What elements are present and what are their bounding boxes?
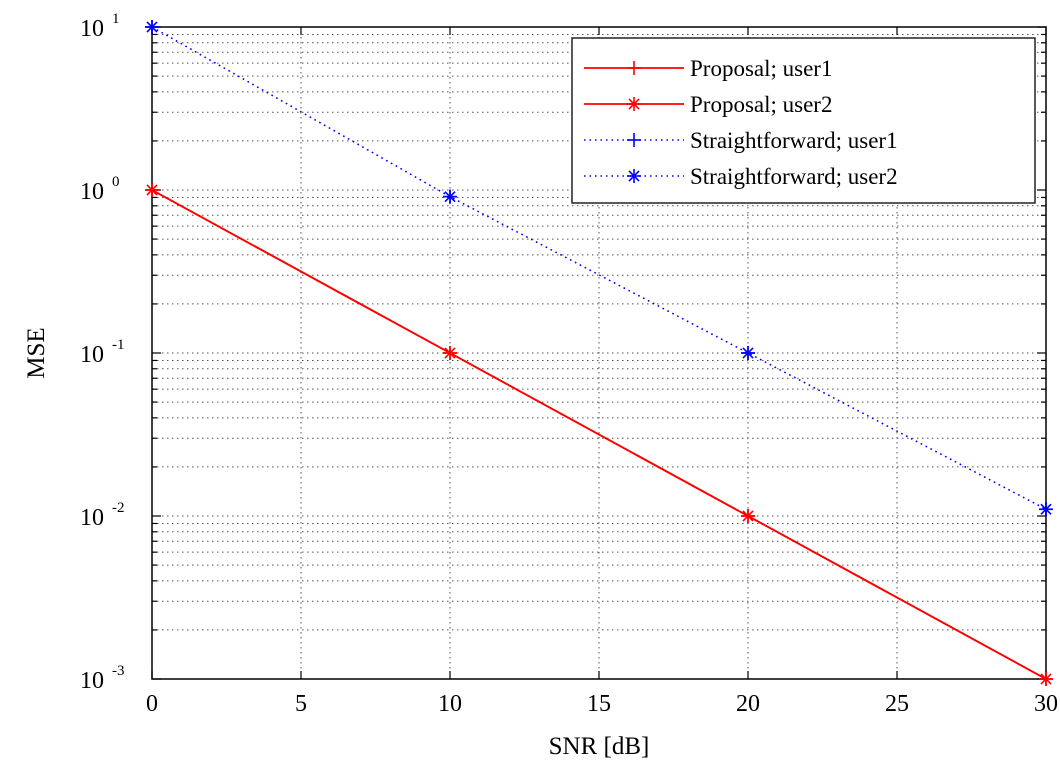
y-tick-exponent: -1 bbox=[112, 337, 125, 353]
data-point bbox=[741, 346, 755, 360]
y-tick-exponent: 0 bbox=[112, 174, 120, 190]
marker-stroke bbox=[742, 510, 754, 522]
x-tick-labels: 0 5 10 15 20 25 30 bbox=[146, 691, 1058, 717]
series-4 bbox=[145, 20, 1053, 517]
y-tick-exponent: -3 bbox=[112, 663, 125, 679]
legend-marker bbox=[627, 133, 641, 147]
y-tick-labels: 10 -3 10 -2 10 -1 10 0 10 1 bbox=[80, 11, 125, 694]
legend-label: Straightforward; user2 bbox=[690, 164, 898, 189]
x-tick-label: 10 bbox=[438, 691, 462, 717]
legend-marker bbox=[627, 169, 641, 183]
data-point bbox=[1039, 672, 1053, 686]
marker-stroke bbox=[146, 184, 158, 196]
series-line bbox=[151, 26, 1047, 510]
legend-marker bbox=[627, 97, 641, 111]
y-tick-label: 10 -3 bbox=[80, 663, 125, 694]
x-tick-label: 0 bbox=[146, 691, 158, 717]
y-tick-exponent: 1 bbox=[112, 11, 120, 27]
x-axis-title: SNR [dB] bbox=[549, 733, 650, 760]
legend-marker bbox=[627, 61, 641, 75]
y-tick-label: 10 1 bbox=[80, 11, 120, 42]
marker-stroke bbox=[146, 21, 158, 33]
marker-stroke bbox=[628, 170, 640, 182]
marker-stroke bbox=[444, 347, 456, 359]
x-tick-label: 30 bbox=[1034, 691, 1058, 717]
x-tick-label: 25 bbox=[885, 691, 909, 717]
legend-entry: Proposal; user1 bbox=[584, 56, 832, 81]
legend-entry: Straightforward; user1 bbox=[584, 128, 898, 153]
y-tick-label: 10 0 bbox=[80, 174, 120, 205]
data-point bbox=[443, 346, 457, 360]
legend: Proposal; user1 Proposal; user2 Straightfo… bbox=[571, 37, 1036, 204]
data-point bbox=[1039, 502, 1053, 517]
marker-stroke bbox=[628, 98, 640, 110]
marker-stroke bbox=[444, 191, 456, 203]
data-point bbox=[443, 189, 457, 204]
y-tick-exponent: -2 bbox=[112, 500, 125, 516]
series-2 bbox=[145, 183, 1053, 686]
series-line bbox=[151, 189, 1047, 680]
x-tick-label: 20 bbox=[736, 691, 760, 717]
y-tick-base: 10 bbox=[80, 668, 104, 694]
marker-stroke bbox=[742, 347, 754, 359]
data-point bbox=[741, 509, 755, 523]
y-tick-base: 10 bbox=[80, 16, 104, 42]
series-lines bbox=[145, 20, 1053, 686]
y-tick-label: 10 -1 bbox=[80, 337, 125, 368]
marker-stroke bbox=[1040, 503, 1052, 515]
legend-entry: Proposal; user2 bbox=[584, 92, 832, 117]
marker-stroke bbox=[1040, 673, 1052, 685]
y-tick-label: 10 -2 bbox=[80, 500, 125, 531]
y-tick-base: 10 bbox=[80, 179, 104, 205]
legend-label: Proposal; user2 bbox=[690, 92, 832, 117]
y-tick-base: 10 bbox=[80, 342, 104, 368]
y-tick-base: 10 bbox=[80, 505, 104, 531]
x-tick-label: 5 bbox=[295, 691, 307, 717]
x-tick-label: 15 bbox=[587, 691, 611, 717]
legend-label: Proposal; user1 bbox=[690, 56, 832, 81]
legend-label: Straightforward; user1 bbox=[690, 128, 898, 153]
data-point bbox=[145, 183, 159, 197]
data-point bbox=[145, 20, 159, 34]
legend-box bbox=[571, 37, 1036, 204]
tick-marks bbox=[151, 26, 1047, 680]
y-axis-title: MSE bbox=[23, 327, 50, 378]
legend-entry: Straightforward; user2 bbox=[584, 164, 898, 189]
